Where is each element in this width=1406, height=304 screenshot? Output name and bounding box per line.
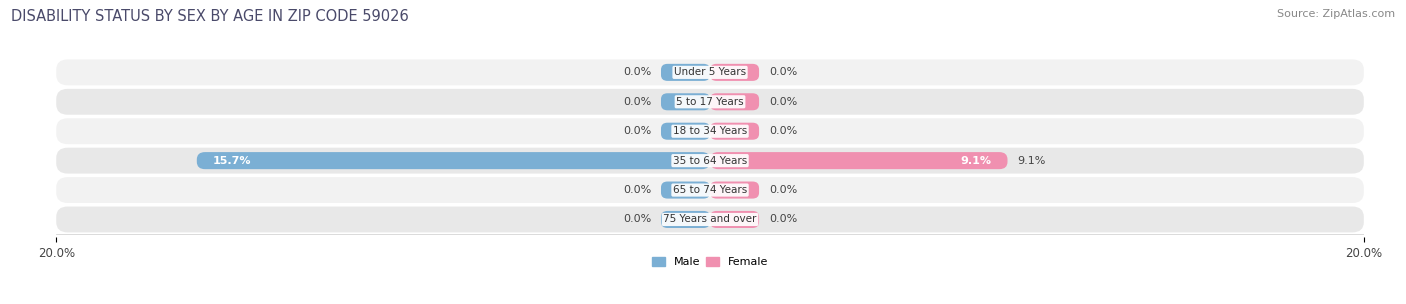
Legend: Male, Female: Male, Female bbox=[647, 252, 773, 272]
FancyBboxPatch shape bbox=[661, 211, 710, 228]
Text: Source: ZipAtlas.com: Source: ZipAtlas.com bbox=[1277, 9, 1395, 19]
FancyBboxPatch shape bbox=[710, 181, 759, 199]
Text: 9.1%: 9.1% bbox=[960, 156, 991, 166]
FancyBboxPatch shape bbox=[661, 93, 710, 110]
Text: 18 to 34 Years: 18 to 34 Years bbox=[673, 126, 747, 136]
FancyBboxPatch shape bbox=[56, 177, 1364, 203]
Text: 15.7%: 15.7% bbox=[214, 156, 252, 166]
FancyBboxPatch shape bbox=[710, 152, 1008, 169]
FancyBboxPatch shape bbox=[197, 152, 710, 169]
FancyBboxPatch shape bbox=[661, 181, 710, 199]
FancyBboxPatch shape bbox=[710, 123, 759, 140]
FancyBboxPatch shape bbox=[661, 64, 710, 81]
Text: 0.0%: 0.0% bbox=[769, 214, 797, 224]
Text: 0.0%: 0.0% bbox=[623, 214, 651, 224]
Text: 0.0%: 0.0% bbox=[769, 67, 797, 78]
FancyBboxPatch shape bbox=[56, 148, 1364, 174]
FancyBboxPatch shape bbox=[710, 93, 759, 110]
Text: DISABILITY STATUS BY SEX BY AGE IN ZIP CODE 59026: DISABILITY STATUS BY SEX BY AGE IN ZIP C… bbox=[11, 9, 409, 24]
Text: 5 to 17 Years: 5 to 17 Years bbox=[676, 97, 744, 107]
FancyBboxPatch shape bbox=[56, 89, 1364, 115]
Text: 65 to 74 Years: 65 to 74 Years bbox=[673, 185, 747, 195]
FancyBboxPatch shape bbox=[710, 211, 759, 228]
Text: 0.0%: 0.0% bbox=[623, 126, 651, 136]
Text: 0.0%: 0.0% bbox=[769, 185, 797, 195]
FancyBboxPatch shape bbox=[56, 118, 1364, 144]
Text: 0.0%: 0.0% bbox=[769, 126, 797, 136]
Text: 75 Years and over: 75 Years and over bbox=[664, 214, 756, 224]
Text: 0.0%: 0.0% bbox=[769, 97, 797, 107]
Text: 0.0%: 0.0% bbox=[623, 67, 651, 78]
Text: 9.1%: 9.1% bbox=[1018, 156, 1046, 166]
Text: 0.0%: 0.0% bbox=[623, 97, 651, 107]
FancyBboxPatch shape bbox=[56, 59, 1364, 85]
FancyBboxPatch shape bbox=[710, 64, 759, 81]
Text: Under 5 Years: Under 5 Years bbox=[673, 67, 747, 78]
Text: 35 to 64 Years: 35 to 64 Years bbox=[673, 156, 747, 166]
FancyBboxPatch shape bbox=[661, 123, 710, 140]
Text: 0.0%: 0.0% bbox=[623, 185, 651, 195]
FancyBboxPatch shape bbox=[56, 206, 1364, 233]
